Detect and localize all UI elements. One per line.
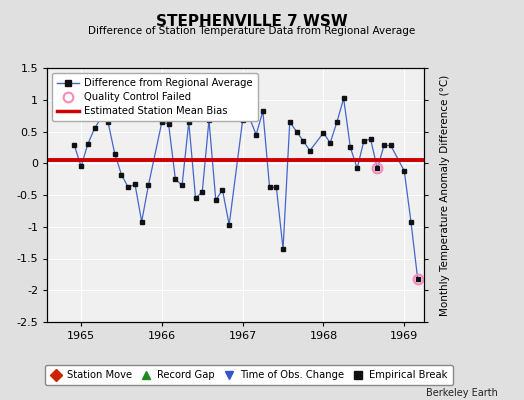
Text: Berkeley Earth: Berkeley Earth: [426, 388, 498, 398]
Text: STEPHENVILLE 7 WSW: STEPHENVILLE 7 WSW: [156, 14, 347, 29]
Text: Difference of Station Temperature Data from Regional Average: Difference of Station Temperature Data f…: [88, 26, 415, 36]
Legend: Station Move, Record Gap, Time of Obs. Change, Empirical Break: Station Move, Record Gap, Time of Obs. C…: [45, 365, 453, 385]
Y-axis label: Monthly Temperature Anomaly Difference (°C): Monthly Temperature Anomaly Difference (…: [440, 74, 451, 316]
Legend: Difference from Regional Average, Quality Control Failed, Estimated Station Mean: Difference from Regional Average, Qualit…: [52, 73, 258, 121]
